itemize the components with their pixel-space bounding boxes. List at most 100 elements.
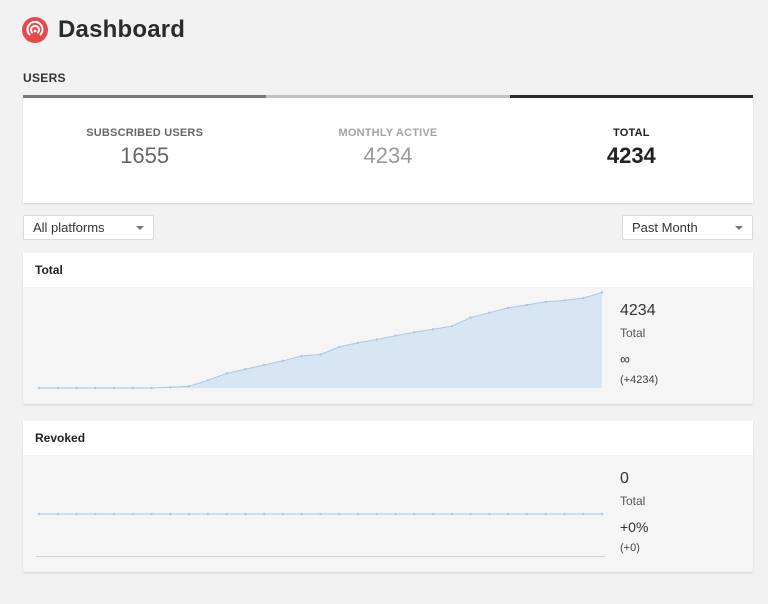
total-data-point (469, 316, 472, 319)
total-data-point (319, 353, 322, 356)
total-data-point (563, 299, 566, 302)
page-header: Dashboard (22, 14, 185, 46)
caret-down-icon (735, 226, 743, 230)
revoked-data-point (300, 512, 303, 516)
total-data-point (394, 334, 397, 337)
revoked-data-point (431, 512, 435, 516)
total-data-point (244, 368, 247, 371)
revoked-data-point (244, 512, 247, 516)
users-section-label: USERS (23, 71, 66, 85)
platform-dropdown[interactable]: All platforms (23, 215, 154, 240)
total-data-point (300, 354, 303, 358)
tab-indicator-subscribed (23, 95, 267, 98)
stat-label: TOTAL (612, 127, 650, 139)
summary-change-absolute: (+4234) (620, 374, 659, 386)
summary-change: ∞ (620, 351, 630, 367)
total-panel: Total 4234 Total ∞ (+4234) (23, 253, 753, 404)
revoked-data-point (150, 512, 153, 516)
stat-tab-monthly-active[interactable]: MONTHLY ACTIVE 4234 (266, 98, 509, 203)
stat-label: MONTHLY ACTIVE (338, 127, 438, 139)
revoked-data-point (131, 512, 134, 516)
period-dropdown-value: Past Month (632, 220, 698, 235)
stat-value: 4234 (606, 143, 656, 168)
total-data-point (150, 386, 153, 390)
total-data-point (431, 328, 435, 331)
panel-body: 4234 Total ∞ (+4234) (23, 287, 753, 404)
revoked-data-point (281, 512, 285, 516)
total-data-points (37, 291, 604, 390)
summary-value: 0 (620, 470, 629, 487)
revoked-data-point (375, 512, 378, 516)
total-data-point (263, 363, 266, 367)
stat-label: SUBSCRIBED USERS (86, 127, 204, 139)
panel-title: Total (35, 263, 63, 277)
revoked-data-point (225, 512, 228, 516)
revoked-data-point (600, 512, 604, 516)
revoked-data-point (56, 512, 59, 516)
revoked-data-point (169, 512, 172, 516)
total-data-point (375, 338, 378, 341)
revoked-data-point (75, 512, 78, 516)
total-data-point (281, 359, 285, 362)
revoked-data-points (37, 512, 604, 516)
revoked-data-point (263, 512, 266, 516)
revoked-data-point (394, 512, 397, 516)
stat-value: 1655 (120, 143, 170, 168)
stat-tab-total[interactable]: TOTAL 4234 (510, 98, 753, 203)
total-data-point (187, 385, 191, 388)
total-data-point (488, 311, 491, 314)
total-data-point (582, 296, 585, 300)
total-data-point (413, 331, 416, 334)
revoked-data-point (450, 512, 454, 516)
revoked-data-point (507, 512, 510, 516)
revoked-line-chart (36, 512, 605, 557)
revoked-data-point (187, 512, 191, 516)
tab-indicator-total (509, 95, 753, 98)
revoked-data-point (469, 512, 472, 516)
total-data-point (169, 386, 172, 389)
total-area-fill (39, 292, 602, 388)
total-data-point (544, 300, 547, 303)
revoked-panel: Revoked 0 Total +0% (+0) (23, 421, 753, 572)
page-title: Dashboard (58, 16, 186, 43)
platform-dropdown-value: All platforms (33, 220, 105, 235)
summary-change-absolute: (+0) (620, 542, 640, 554)
total-data-point (525, 303, 529, 307)
revoked-data-point (563, 512, 566, 516)
revoked-data-point (94, 512, 97, 516)
total-data-point (450, 325, 454, 328)
total-data-point (356, 341, 360, 344)
signal-logo-icon (22, 17, 48, 43)
revoked-data-point (319, 512, 322, 516)
total-data-point (600, 291, 604, 294)
stats-tab-indicators (23, 95, 753, 98)
revoked-data-point (338, 512, 341, 516)
revoked-data-point (206, 512, 210, 516)
revoked-data-point (37, 512, 41, 516)
period-dropdown[interactable]: Past Month (622, 215, 753, 240)
total-data-point (37, 386, 41, 390)
total-data-point (507, 306, 510, 309)
summary-label: Total (620, 494, 646, 508)
summary-value: 4234 (620, 302, 656, 319)
panel-title: Revoked (35, 431, 86, 445)
stat-value: 4234 (363, 143, 413, 168)
users-stats-card: SUBSCRIBED USERS 1655 MONTHLY ACTIVE 423… (23, 95, 753, 203)
revoked-data-point (356, 512, 360, 516)
total-data-point (56, 386, 59, 390)
total-data-point (94, 386, 97, 390)
total-data-point (338, 345, 341, 349)
revoked-data-point (582, 512, 585, 516)
revoked-data-point (112, 512, 116, 516)
stat-tab-subscribed-users[interactable]: SUBSCRIBED USERS 1655 (23, 98, 266, 203)
total-data-point (206, 379, 210, 382)
total-data-point (75, 386, 78, 390)
total-data-point (131, 386, 134, 390)
summary-label: Total (620, 326, 646, 340)
caret-down-icon (136, 226, 144, 230)
total-area-chart (37, 291, 604, 390)
revoked-data-point (525, 512, 529, 516)
panel-body: 0 Total +0% (+0) (23, 455, 753, 572)
tab-indicator-monthly (266, 95, 510, 98)
revoked-data-point (544, 512, 547, 516)
